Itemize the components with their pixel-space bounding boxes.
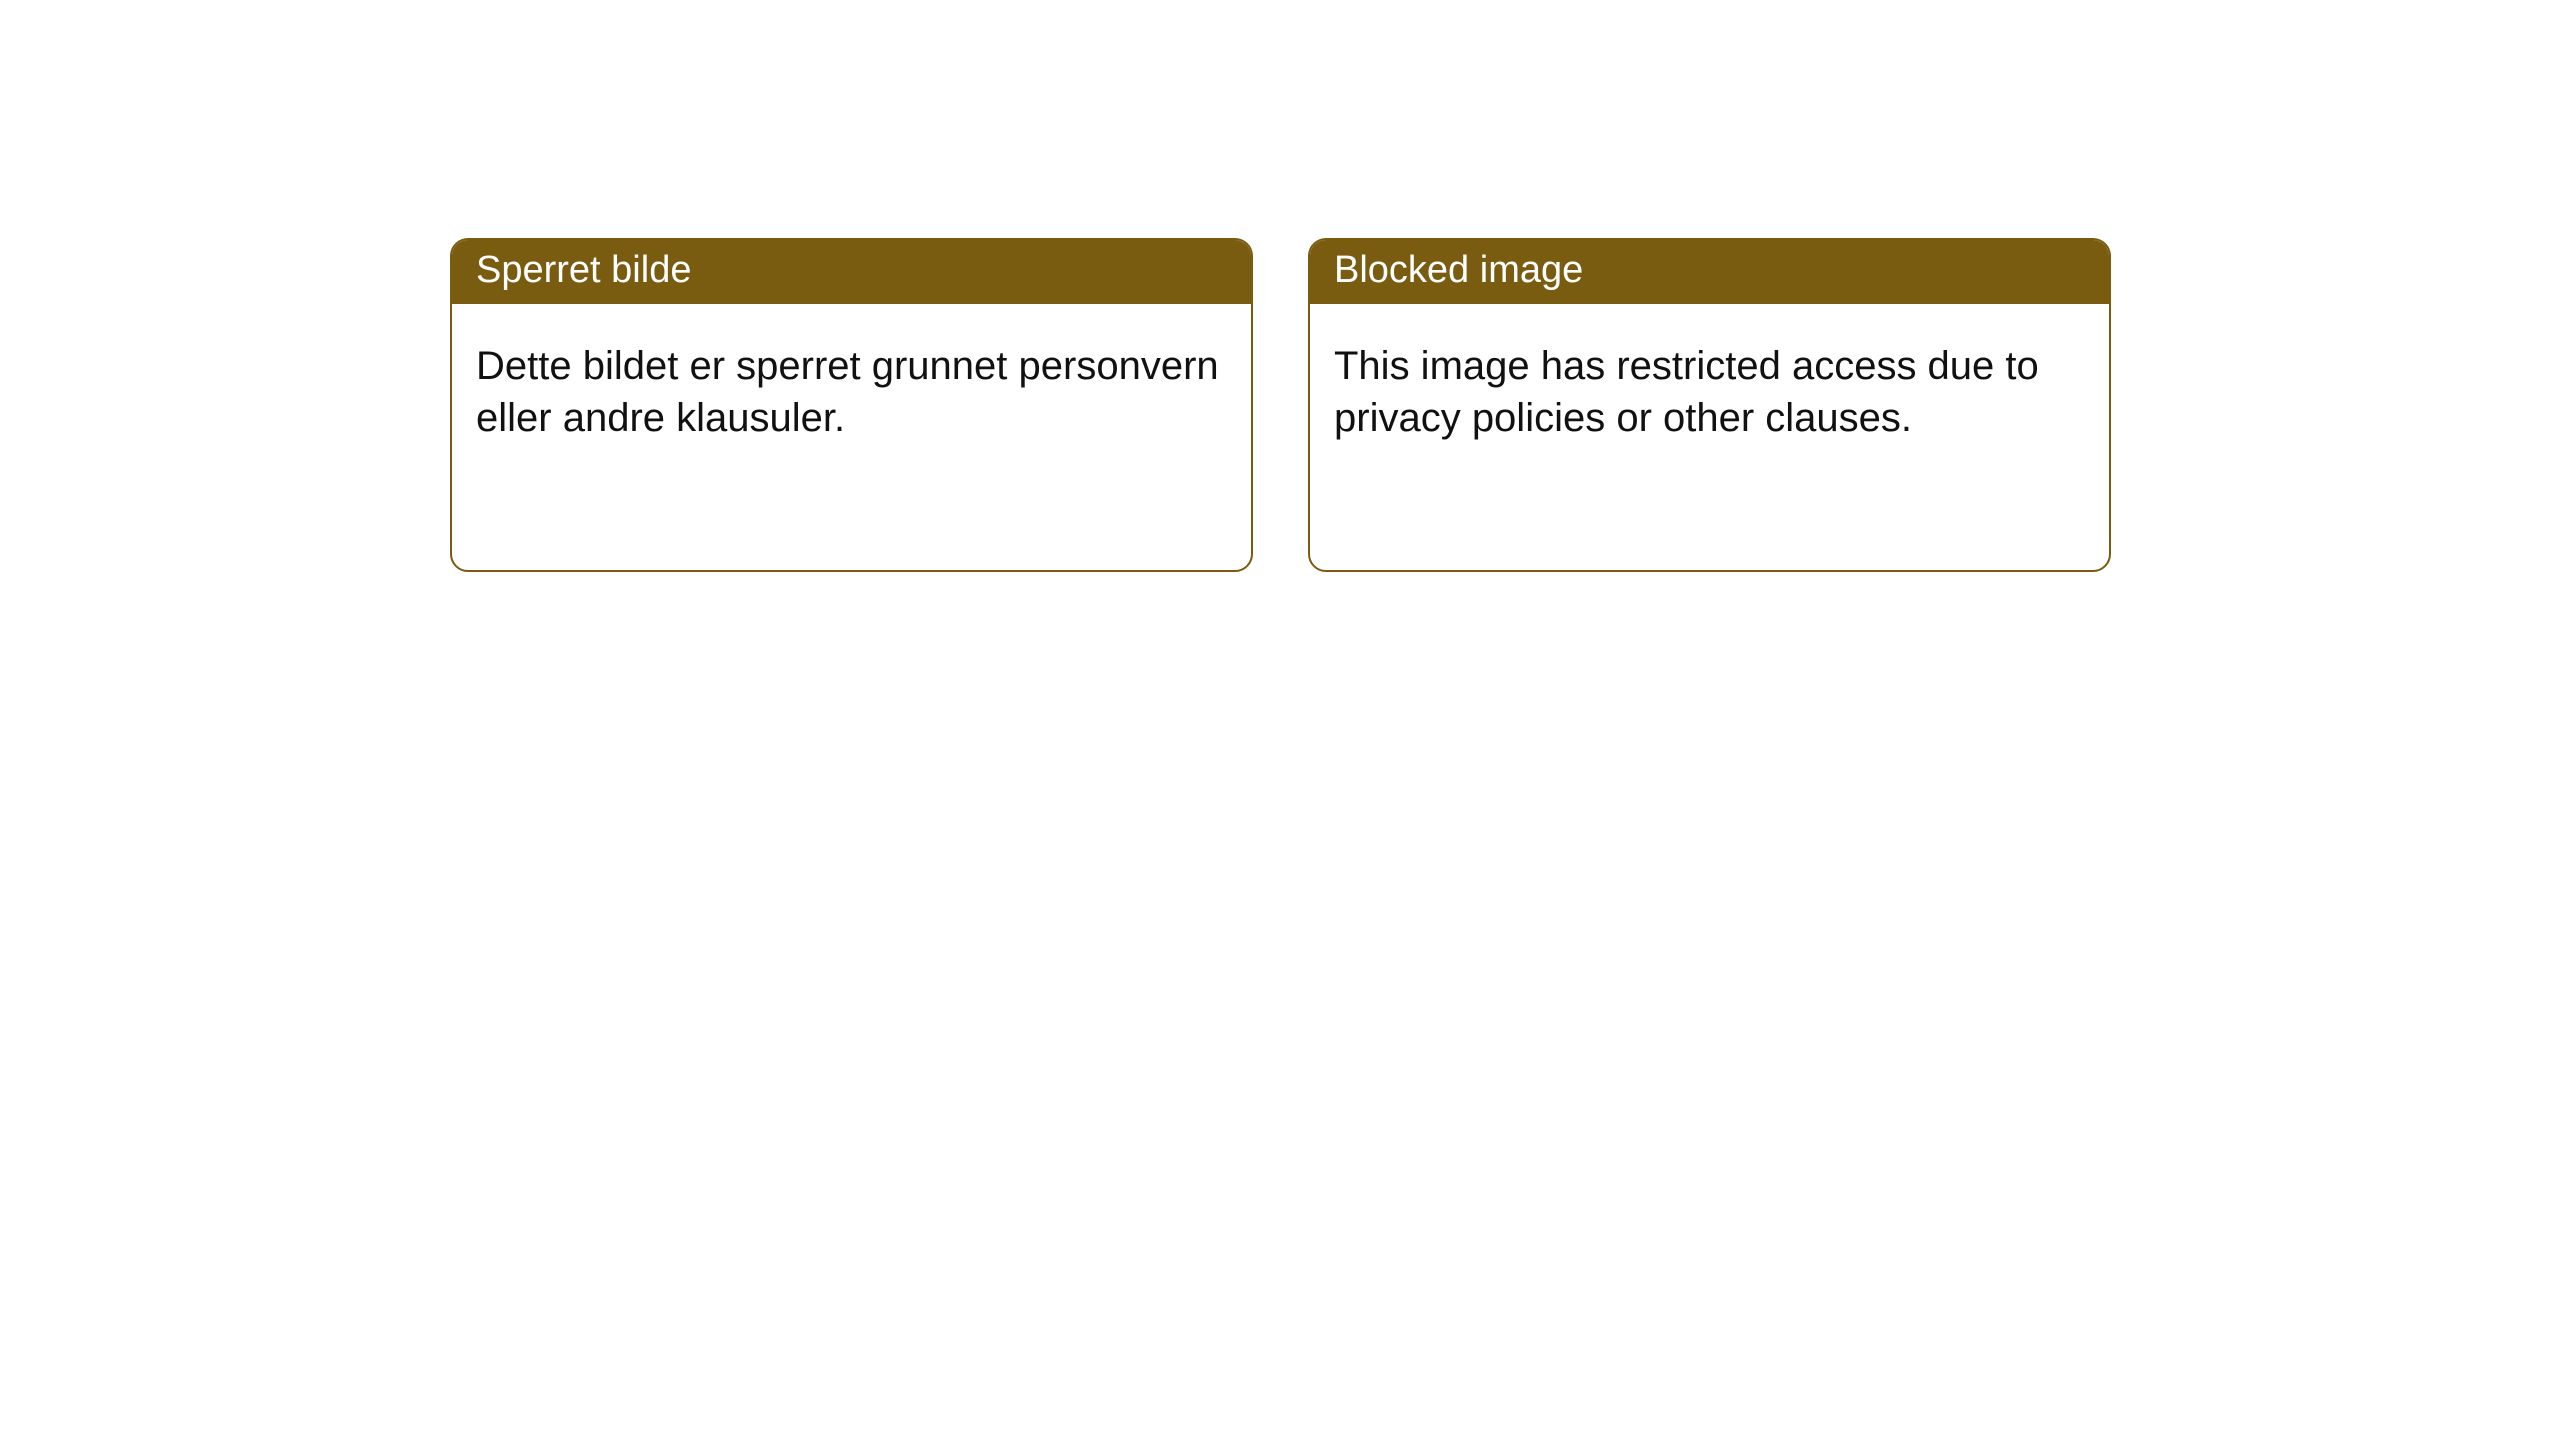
notice-body-norwegian: Dette bildet er sperret grunnet personve… bbox=[452, 304, 1251, 468]
notice-card-english: Blocked image This image has restricted … bbox=[1308, 238, 2111, 572]
notice-body-english: This image has restricted access due to … bbox=[1310, 304, 2109, 468]
notice-title-english: Blocked image bbox=[1310, 240, 2109, 304]
notice-title-norwegian: Sperret bilde bbox=[452, 240, 1251, 304]
notice-container: Sperret bilde Dette bildet er sperret gr… bbox=[450, 238, 2111, 572]
notice-card-norwegian: Sperret bilde Dette bildet er sperret gr… bbox=[450, 238, 1253, 572]
